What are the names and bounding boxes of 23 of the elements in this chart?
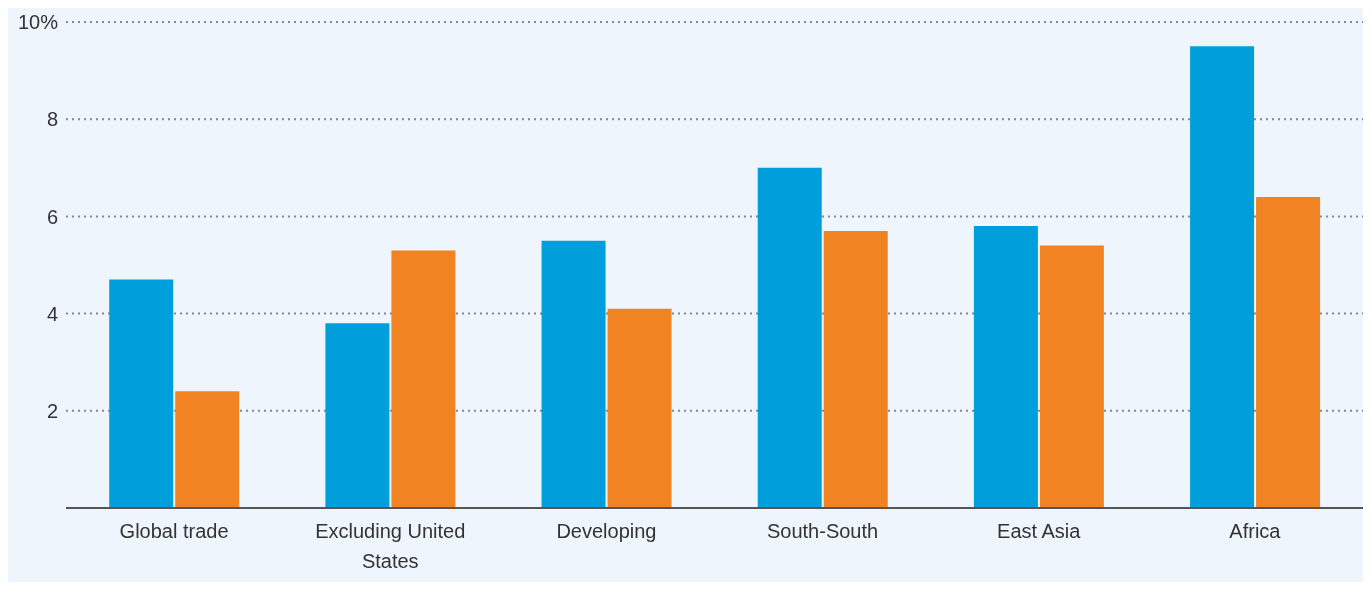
y-tick-label: 8 (46, 108, 58, 131)
y-tick-label: 10% (17, 11, 59, 34)
bar (391, 250, 456, 508)
bar (973, 226, 1038, 508)
x-tick-label: Africa (1229, 520, 1282, 543)
y-tick-label: 4 (46, 302, 58, 325)
bar (1039, 245, 1104, 508)
x-tick-label: Excluding United States (315, 520, 466, 573)
bar (1256, 196, 1321, 508)
bar (325, 323, 390, 508)
x-tick-label: East Asia (997, 520, 1082, 543)
x-tick-label: Global trade (119, 520, 229, 543)
bar (175, 391, 240, 508)
bar (541, 240, 606, 508)
bar (607, 308, 672, 508)
x-tick-label: South-South (766, 520, 879, 543)
y-tick-label: 2 (46, 399, 58, 422)
bar (109, 279, 174, 508)
y-tick-label: 6 (46, 205, 58, 228)
bar (757, 167, 822, 508)
bar (1190, 46, 1255, 508)
bar (823, 230, 888, 508)
x-tick-label: Developing (556, 520, 657, 543)
